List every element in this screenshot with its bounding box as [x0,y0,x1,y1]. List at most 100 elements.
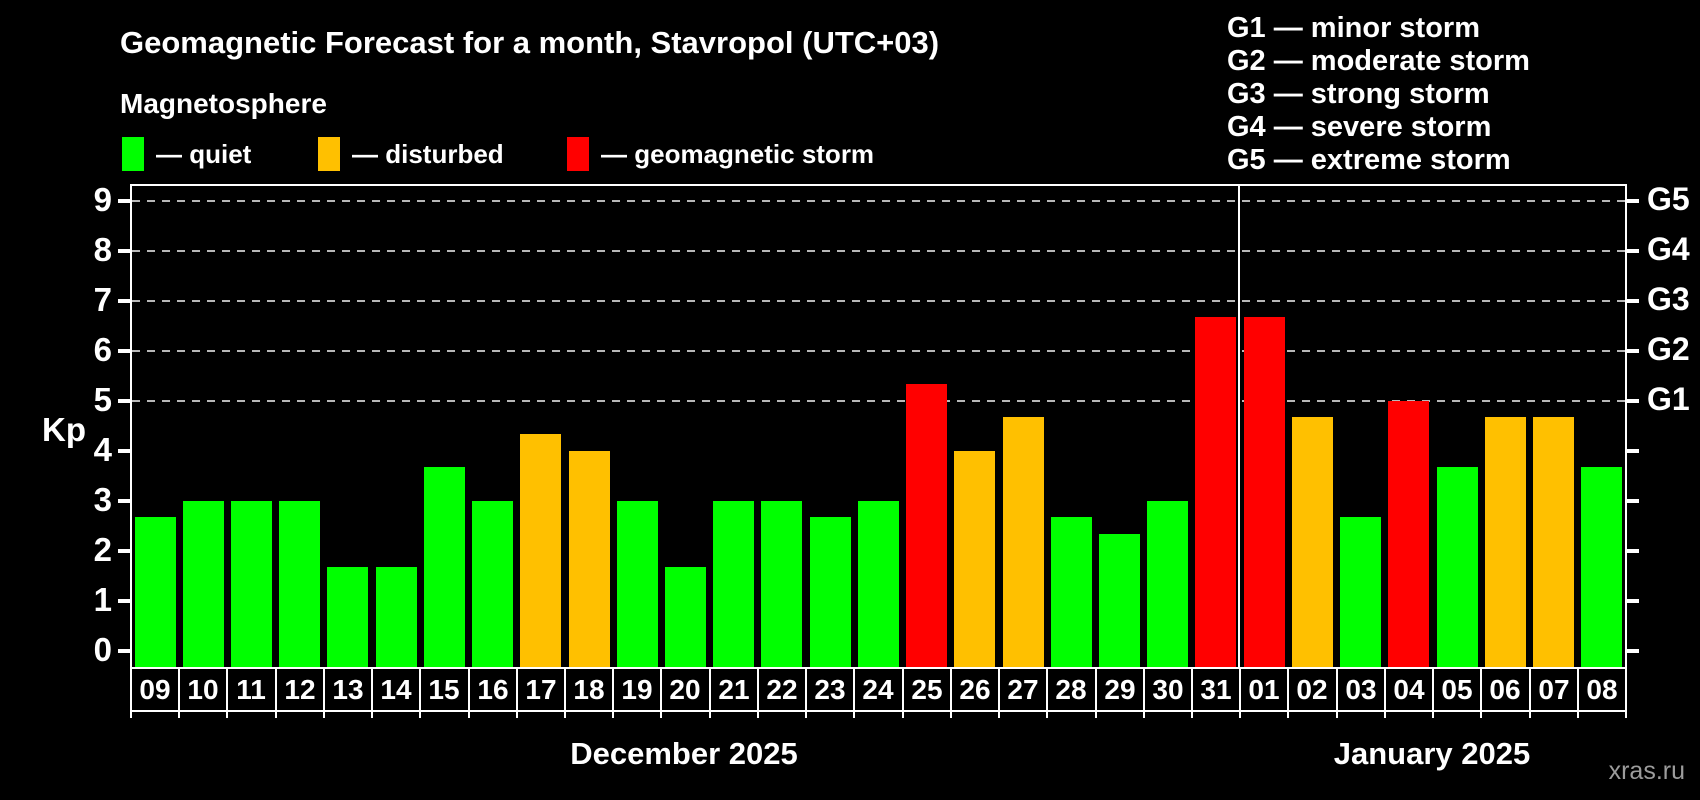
plot-frame-top [130,184,1627,186]
y-axis-label-2: 2 [93,531,112,568]
kp-bar-day-07 [1533,417,1574,667]
y-tick-right-7 [1627,299,1639,303]
disturbed-color-swatch [318,137,340,171]
day-label-07: 07 [1538,674,1570,705]
gridline-kp5 [132,400,1625,402]
day-cell-separator-3 [275,667,277,718]
day-label-10: 10 [187,674,219,705]
day-label-31: 31 [1200,674,1232,705]
y-axis-label-5: 5 [93,381,112,418]
y-axis-label-1: 1 [93,581,112,618]
right-axis-label-G5: G5 [1647,181,1690,217]
kp-bar-day-16 [472,501,513,667]
day-label-03: 03 [1345,674,1377,705]
y-tick-right-2 [1627,549,1639,553]
storm-color-swatch [567,137,589,171]
day-label-06: 06 [1489,674,1521,705]
day-cell-separator-24 [1287,667,1289,718]
day-cell-separator-26 [1384,667,1386,718]
day-cell-separator-20 [1095,667,1097,718]
kp-bar-day-15 [424,467,465,667]
day-label-25: 25 [911,674,943,705]
y-tick-left-2 [118,549,130,553]
day-cell-separator-21 [1143,667,1145,718]
kp-bar-day-29 [1099,534,1140,667]
day-label-02: 02 [1296,674,1328,705]
y-axis-label-9: 9 [93,181,112,218]
storm-scale-g1: G1 — minor storm [1227,12,1480,44]
kp-bar-day-10 [183,501,224,667]
y-axis-label-3: 3 [93,481,112,518]
day-label-18: 18 [573,674,605,705]
kp-bar-day-11 [231,501,272,667]
y-tick-right-3 [1627,499,1639,503]
day-label-19: 19 [621,674,653,705]
day-cell-separator-14 [805,667,807,718]
day-cell-separator-5 [371,667,373,718]
legend-label-disturbed: — disturbed [352,138,504,169]
day-cell-separator-25 [1336,667,1338,718]
y-tick-right-8 [1627,249,1639,253]
y-tick-right-1 [1627,599,1639,603]
day-cell-separator-19 [1046,667,1048,718]
day-cell-separator-6 [419,667,421,718]
day-cell-separator-7 [468,667,470,718]
y-tick-left-9 [118,199,130,203]
month-label-december: December 2025 [570,736,798,771]
day-label-08: 08 [1586,674,1618,705]
kp-bar-day-01 [1244,317,1285,667]
day-cell-separator-27 [1432,667,1434,718]
kp-bar-day-09 [135,517,176,667]
day-label-29: 29 [1104,674,1136,705]
y-axis-label-8: 8 [93,231,112,268]
day-label-30: 30 [1152,674,1184,705]
kp-bar-day-22 [761,501,802,667]
day-label-16: 16 [477,674,509,705]
day-cell-separator-10 [612,667,614,718]
kp-bar-day-06 [1485,417,1526,667]
kp-bar-day-03 [1340,517,1381,667]
day-label-23: 23 [814,674,846,705]
legend-label-storm: — geomagnetic storm [601,138,875,169]
subtitle-magnetosphere: Magnetosphere [120,88,327,119]
legend-label-quiet: — quiet [156,138,252,169]
legend-item-quiet: — quiet [122,137,251,171]
day-label-15: 15 [428,674,460,705]
y-axis-title-kp: Kp [42,411,86,448]
kp-bar-day-17 [520,434,561,667]
kp-bar-day-05 [1437,467,1478,667]
kp-bar-day-23 [810,517,851,667]
day-cell-separator-1 [178,667,180,718]
y-tick-left-7 [118,299,130,303]
day-cell-separator-8 [516,667,518,718]
quiet-color-swatch [122,137,144,171]
plot-frame-left [130,184,132,669]
month-label-january: January 2025 [1333,736,1531,771]
kp-bar-day-18 [569,451,610,667]
legend-item-storm: — geomagnetic storm [567,137,874,171]
storm-scale-g3: G3 — strong storm [1227,78,1490,110]
month-separator-line [1238,186,1240,667]
kp-bar-day-30 [1147,501,1188,667]
day-label-04: 04 [1393,674,1425,705]
y-tick-left-1 [118,599,130,603]
day-cell-separator-30 [1577,667,1579,718]
day-cell-separator-2 [226,667,228,718]
day-label-28: 28 [1055,674,1087,705]
storm-scale-g5: G5 — extreme storm [1227,144,1511,176]
y-axis-label-7: 7 [93,281,112,318]
day-label-20: 20 [669,674,701,705]
gridline-kp9 [132,200,1625,202]
day-cell-separator-13 [757,667,759,718]
day-cell-separator-23 [1239,667,1241,718]
kp-bar-day-27 [1003,417,1044,667]
day-label-13: 13 [332,674,364,705]
day-label-12: 12 [284,674,316,705]
day-row-bottom-line [130,710,1627,712]
y-tick-left-4 [118,449,130,453]
kp-bar-day-13 [327,567,368,667]
right-axis-label-G3: G3 [1647,281,1690,317]
kp-bar-day-02 [1292,417,1333,667]
storm-scale-legend: G1 — minor storm G2 — moderate storm G3 … [1227,12,1530,177]
